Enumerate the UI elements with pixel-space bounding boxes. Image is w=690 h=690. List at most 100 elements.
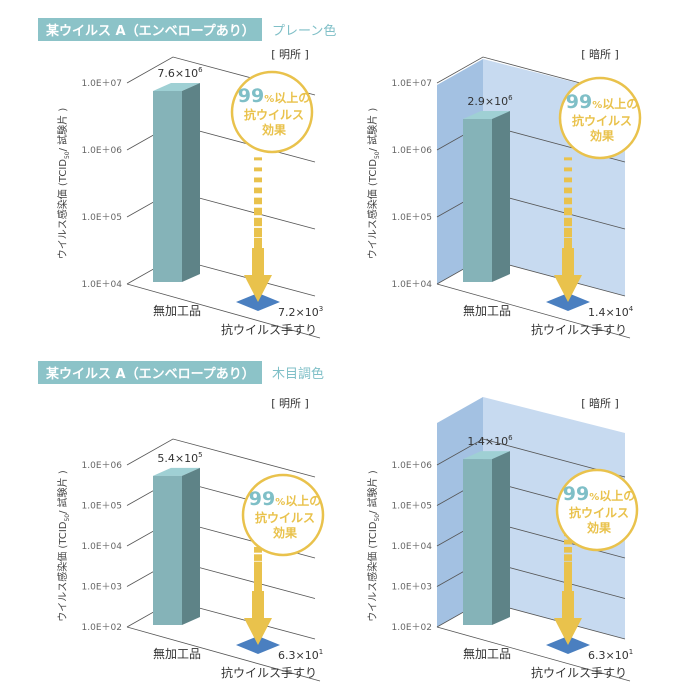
value-exponent: 1 <box>319 648 323 656</box>
arrow-dash <box>254 157 262 161</box>
value-mantissa: 5.4×10 <box>157 452 198 465</box>
arrow-dash <box>254 187 262 194</box>
badge-line-1: 99%以上の <box>563 483 636 505</box>
value-exponent: 6 <box>508 434 513 442</box>
y-axis-label-unit: / 試験片 ) <box>56 108 69 152</box>
header-band <box>38 361 262 384</box>
arrow-head <box>244 618 272 645</box>
header-subtitle: 木目調色 <box>272 366 324 382</box>
value-exponent: 4 <box>629 305 634 313</box>
bar-top <box>463 111 510 120</box>
value-label-untreated: 2.9×106 <box>467 94 513 108</box>
arrow-head <box>244 275 272 302</box>
badge-line-1: 99%以上の <box>238 85 311 107</box>
y-tick-label: 1.0E＋02 <box>392 622 432 633</box>
value-exponent: 5 <box>198 451 202 459</box>
y-tick-label: 1.0E＋03 <box>82 582 122 593</box>
category-label: 無加工品 <box>153 646 201 661</box>
badge-line-3: 効果 <box>590 128 614 143</box>
y-axis-label: ウイルス感染価 (TCID50/ 試験片 ) <box>56 108 71 260</box>
y-axis-label-main: ウイルス感染価 (TCID <box>366 521 379 622</box>
y-axis-label-subscript: 50 <box>64 151 71 159</box>
arrow-head <box>554 618 582 645</box>
value-mantissa: 6.3×10 <box>588 649 629 662</box>
arrow-dash <box>254 227 262 238</box>
badge-99: 99 <box>566 91 592 113</box>
badge-ring <box>230 70 314 154</box>
y-tick-label: 1.0E＋05 <box>392 501 432 512</box>
arrow-dash <box>254 177 262 183</box>
arrow-dash <box>564 207 572 216</box>
badge-99: 99 <box>238 85 264 107</box>
header-band <box>38 18 262 41</box>
y-axis-label-subscript: 50 <box>374 514 381 522</box>
y-axis-label-unit: / 試験片 ) <box>366 470 379 514</box>
chart-panel-1: 1.0E＋04 1.0E＋05 1.0E＋06 1.0E＋07 ウイルス感染価 (TCI… <box>56 48 323 339</box>
y-axis-label-main: ウイルス感染価 (TCID <box>56 159 69 260</box>
bar-top <box>153 82 200 91</box>
category-label: 抗ウイルス手すり <box>531 322 627 337</box>
chart-panel-3: 1.0E＋02 1.0E＋03 1.0E＋04 1.0E＋05 1.0E＋06 ウイルス感… <box>56 397 325 682</box>
arrow-dash <box>564 237 572 249</box>
badge-line-2: 抗ウイルス <box>244 107 304 122</box>
badge-line-1: 99%以上の <box>566 91 639 113</box>
bar-untreated <box>153 475 182 625</box>
value-mantissa: 1.4×10 <box>588 306 629 319</box>
arrow-dash <box>564 217 572 227</box>
badge-line-2: 抗ウイルス <box>572 113 632 128</box>
floor-line <box>436 283 631 339</box>
category-label: 無加工品 <box>153 303 201 318</box>
chart-panel-2: 1.0E＋04 1.0E＋05 1.0E＋06 1.0E＋07 ウイルス感染価 (TCI… <box>366 47 642 339</box>
header-subtitle: プレーン色 <box>272 23 336 39</box>
bar-top <box>463 451 510 460</box>
section-header-1: 某ウイルス A（エンベロープあり） プレーン色 <box>38 18 336 41</box>
badge-99: 99 <box>563 483 589 505</box>
badge-text: 以上の <box>285 493 321 508</box>
arrow-dash <box>564 197 572 205</box>
value-label-treated: 1.4×104 <box>588 305 634 319</box>
y-tick-label: 1.0E＋02 <box>82 622 122 633</box>
y-axis-label-main: ウイルス感染価 (TCID <box>366 159 379 260</box>
y-tick-label: 1.0E＋05 <box>82 501 122 512</box>
y-axis-label-unit: / 試験片 ) <box>366 108 379 152</box>
arrow-dash <box>254 167 262 172</box>
arrow-dash <box>564 568 572 578</box>
bar-side <box>182 82 200 282</box>
value-exponent: 1 <box>629 648 633 656</box>
arrow-dash <box>564 157 572 161</box>
arrow-dash <box>564 167 572 172</box>
badge-text: 以上の <box>599 488 635 503</box>
value-label-treated: 6.3×101 <box>588 648 633 662</box>
arrow-dash <box>564 576 572 586</box>
arrow-dash <box>254 554 262 561</box>
badge-ring <box>558 76 642 160</box>
y-tick-label: 1.0E＋05 <box>392 212 432 223</box>
y-axis-label: ウイルス感染価 (TCID50/ 試験片 ) <box>366 108 381 260</box>
badge-99: 99 <box>249 488 275 510</box>
floor-line <box>126 283 321 339</box>
y-tick-label: 1.0E＋06 <box>82 460 123 471</box>
y-axis-label-main: ウイルス感染価 (TCID <box>56 521 69 622</box>
badge-ring <box>241 473 325 557</box>
arrow-dash <box>564 561 572 570</box>
floor-line <box>436 626 631 682</box>
y-axis-label-unit: / 試験片 ) <box>56 470 69 514</box>
badge-line-1: 99%以上の <box>249 488 322 510</box>
arrow-dash <box>564 177 572 183</box>
bar-side <box>492 111 510 282</box>
category-label: 抗ウイルス手すり <box>531 665 627 680</box>
y-axis-label-subscript: 50 <box>64 514 71 522</box>
bar-top <box>153 467 200 476</box>
location-label: [ 暗所 ] <box>581 396 619 410</box>
category-label: 無加工品 <box>463 303 511 318</box>
y-axis-label: ウイルス感染価 (TCID50/ 試験片 ) <box>56 470 71 622</box>
value-mantissa: 1.4×10 <box>467 435 508 448</box>
arrow-dash <box>564 227 572 238</box>
y-tick-label: 1.0E＋06 <box>392 145 433 156</box>
category-label: 無加工品 <box>463 646 511 661</box>
location-label: [ 明所 ] <box>271 48 309 61</box>
